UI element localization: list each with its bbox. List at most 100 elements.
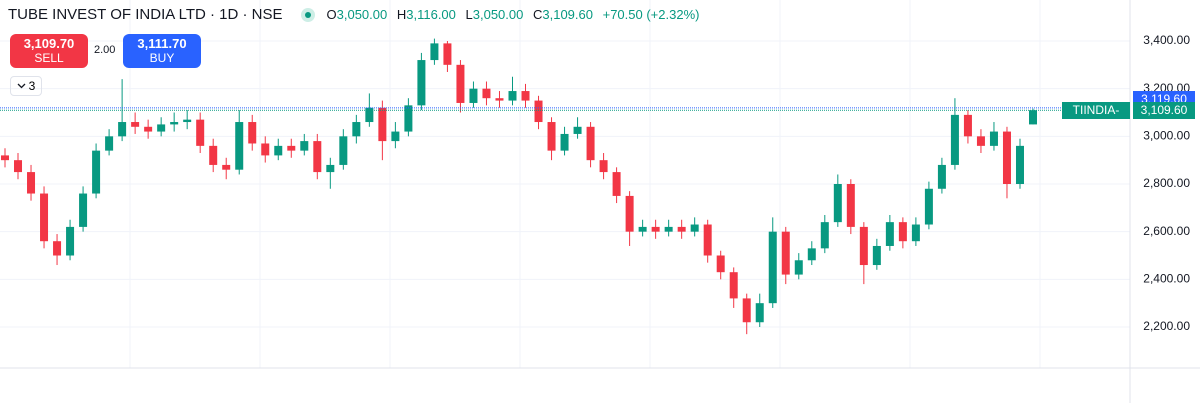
candle-body — [27, 172, 36, 194]
indicator-toggle[interactable]: 3 — [10, 76, 42, 96]
change: +70.50 (+2.32%) — [602, 7, 700, 22]
candle-body — [92, 150, 101, 194]
candle-body — [170, 122, 179, 125]
candle-body — [911, 224, 920, 242]
candle-body — [755, 303, 764, 323]
candle-body — [443, 43, 452, 65]
candle-body — [105, 136, 114, 151]
candle-body — [495, 98, 504, 101]
buy-label: BUY — [149, 51, 175, 65]
candle-body — [313, 141, 322, 173]
candle-body — [898, 222, 907, 242]
label: H — [396, 7, 407, 22]
value: 3,050.00 — [336, 7, 388, 22]
candle-body — [404, 105, 413, 132]
candle-body — [794, 260, 803, 275]
candle-body — [573, 126, 582, 134]
candle-body — [820, 222, 829, 249]
candle-body — [586, 126, 595, 161]
candle-body — [638, 226, 647, 232]
chart-title: TUBE INVEST OF INDIA LTD · 1D · NSE — [8, 6, 283, 23]
candle-body — [144, 126, 153, 132]
candle-body — [989, 131, 998, 146]
candle-body — [352, 122, 361, 137]
candle-body — [53, 241, 62, 256]
ohlc-legend: O3,050.00 H3,116.00 L3,050.00 C3,109.60 … — [327, 7, 706, 22]
candle-body — [79, 193, 88, 227]
candle-body — [365, 107, 374, 123]
candle-body — [157, 124, 166, 132]
candle-body — [963, 114, 972, 137]
candle-body — [729, 272, 738, 299]
candle-body — [508, 91, 517, 101]
candle-body — [196, 119, 205, 146]
candle-body — [651, 226, 660, 232]
candle-body — [300, 141, 309, 151]
candle-body — [209, 145, 218, 165]
status-dot — [300, 7, 315, 22]
candle-body — [703, 224, 712, 256]
candle-body — [326, 164, 335, 173]
candle-body — [677, 226, 686, 232]
sell-price: 3,109.70 — [23, 36, 75, 51]
candle-body — [391, 131, 400, 142]
candle-body — [274, 145, 283, 156]
y-tick-label: 2,200.00 — [1143, 319, 1190, 333]
chevron-icon — [17, 83, 26, 89]
candle-body — [430, 43, 439, 61]
candle-body — [235, 122, 244, 170]
candle-body — [599, 160, 608, 173]
candle-body — [872, 245, 881, 266]
sell-label: SELL — [34, 51, 64, 65]
label: O — [326, 7, 337, 22]
y-tick-label: 2,800.00 — [1143, 176, 1190, 190]
candle-body — [1002, 131, 1011, 184]
value: 3,050.00 — [472, 7, 524, 22]
candle-body — [261, 143, 270, 156]
indicator-count: 3 — [28, 79, 36, 93]
candle-body — [183, 119, 192, 123]
y-tick-label: 2,400.00 — [1143, 272, 1190, 286]
candle-body — [417, 60, 426, 106]
candle-body — [1015, 145, 1024, 184]
candle-body — [378, 107, 387, 142]
sell-button[interactable]: 3,109.70 SELL — [10, 34, 88, 68]
candle-body — [1, 155, 9, 161]
candle-body — [716, 255, 725, 273]
buy-button[interactable]: 3,111.70 BUY — [123, 34, 201, 68]
candle-body — [859, 226, 868, 266]
candle-body — [1029, 110, 1037, 125]
candle-body — [118, 122, 127, 137]
price-label: 3,109.60 — [1133, 101, 1195, 119]
candle-body — [66, 226, 75, 256]
candle-body — [742, 298, 751, 323]
candle-body — [40, 193, 49, 242]
candle-body — [482, 88, 491, 99]
candle-body — [807, 248, 816, 261]
candle-body — [937, 164, 946, 189]
candle-body — [339, 136, 348, 165]
candle-body — [664, 226, 673, 232]
y-tick-label: 3,400.00 — [1143, 33, 1190, 47]
candle-body — [690, 224, 699, 232]
candle-body — [885, 222, 894, 246]
candle-body — [131, 122, 140, 127]
candle-body — [950, 114, 959, 165]
header: TUBE INVEST OF INDIA LTD · 1D · NSE O3,0… — [8, 6, 705, 23]
label: C — [532, 7, 543, 22]
candle-body — [768, 231, 777, 304]
candle-body — [547, 122, 556, 151]
spread: 2.00 — [94, 44, 116, 56]
candle-body — [222, 164, 231, 170]
candle-body — [287, 145, 296, 151]
y-tick-label: 3,000.00 — [1143, 129, 1190, 143]
candle-body — [521, 91, 530, 101]
candle-body — [456, 64, 465, 103]
candle-body — [833, 184, 842, 223]
candle-body — [14, 160, 23, 173]
candle-body — [846, 184, 855, 227]
candle-body — [534, 100, 543, 123]
candle-body — [781, 231, 790, 275]
